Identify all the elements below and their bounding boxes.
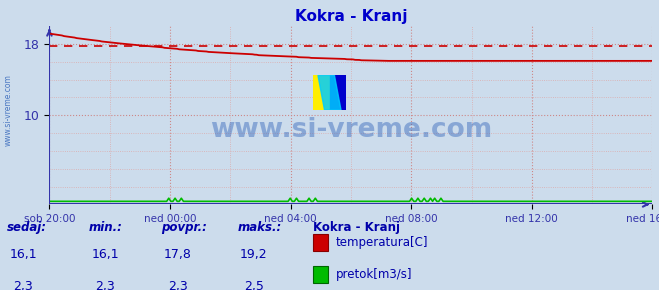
Text: 16,1: 16,1 [9, 248, 37, 261]
Polygon shape [318, 75, 341, 110]
Text: 16,1: 16,1 [92, 248, 119, 261]
Text: 2,3: 2,3 [96, 280, 115, 290]
Text: sedaj:: sedaj: [7, 221, 47, 234]
Polygon shape [313, 75, 330, 110]
Text: 2,3: 2,3 [168, 280, 188, 290]
Text: 19,2: 19,2 [240, 248, 268, 261]
Text: temperatura[C]: temperatura[C] [335, 236, 428, 249]
Text: povpr.:: povpr.: [161, 221, 208, 234]
Text: www.si-vreme.com: www.si-vreme.com [3, 74, 13, 146]
Text: www.si-vreme.com: www.si-vreme.com [210, 117, 492, 143]
Bar [313, 235, 328, 251]
Text: maks.:: maks.: [237, 221, 281, 234]
Title: Kokra - Kranj: Kokra - Kranj [295, 8, 407, 23]
Text: pretok[m3/s]: pretok[m3/s] [335, 268, 412, 281]
Text: 17,8: 17,8 [164, 248, 192, 261]
Polygon shape [330, 75, 346, 110]
Text: 2,5: 2,5 [244, 280, 264, 290]
Text: 2,3: 2,3 [13, 280, 33, 290]
Text: min.:: min.: [89, 221, 123, 234]
Text: Kokra - Kranj: Kokra - Kranj [313, 221, 400, 234]
Bar [313, 267, 328, 283]
